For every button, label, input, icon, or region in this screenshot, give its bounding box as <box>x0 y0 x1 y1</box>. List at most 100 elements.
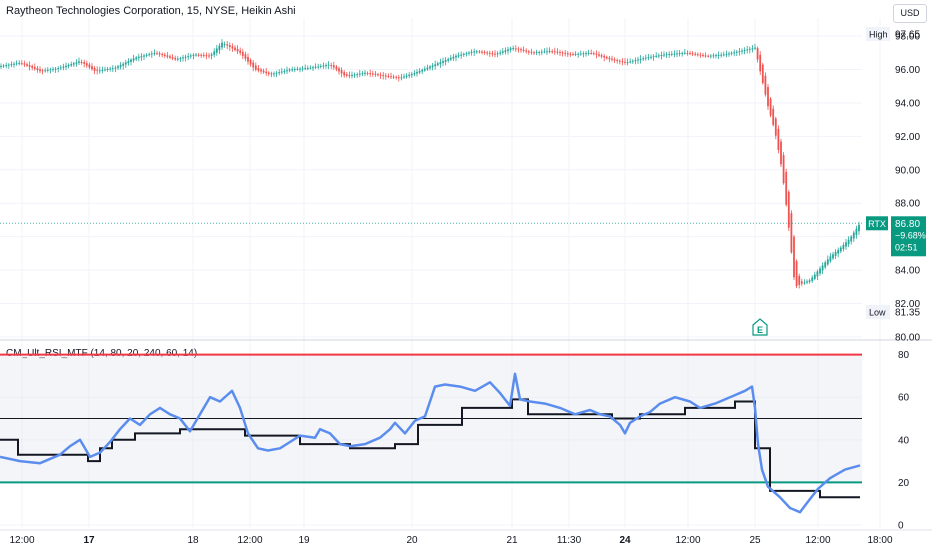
candle-up <box>117 64 119 71</box>
candle-up <box>509 46 512 53</box>
candle-up <box>189 53 192 59</box>
candle-up <box>150 50 153 59</box>
candle-down <box>91 63 93 71</box>
candle-down <box>332 61 335 70</box>
candle-down <box>330 62 333 70</box>
candle-up <box>647 53 650 61</box>
candle-down <box>247 53 249 65</box>
candle-up <box>153 49 156 56</box>
candle-up <box>582 51 585 58</box>
candle-down <box>608 55 611 62</box>
price-tick-label: 92.00 <box>895 132 920 143</box>
candle-up <box>634 57 637 65</box>
candle-down <box>699 52 702 58</box>
candle-up <box>327 61 330 70</box>
candle-up <box>712 53 715 59</box>
candle-down <box>759 51 762 76</box>
candle-up <box>325 63 327 69</box>
candle-up <box>462 52 465 57</box>
candle-down <box>600 53 603 59</box>
candle-down <box>340 67 343 78</box>
candle-up <box>223 41 226 48</box>
candle-up <box>733 49 736 57</box>
candle-down <box>28 61 31 71</box>
price-tick-label: 82.00 <box>895 299 920 310</box>
candle-up <box>496 51 499 58</box>
candle-down <box>260 67 262 75</box>
candle-down <box>161 52 164 58</box>
candle-up <box>221 39 223 50</box>
candle-up <box>319 63 322 69</box>
chart-title: Raytheon Technologies Corporation, 15, N… <box>6 5 296 17</box>
candle-up <box>299 67 301 73</box>
candle-up <box>470 49 473 56</box>
candle-up <box>109 66 112 72</box>
candle-up <box>717 51 720 60</box>
candle-up <box>447 57 450 63</box>
candle-up <box>278 69 281 76</box>
candle-up <box>465 51 468 57</box>
candle-down <box>265 67 268 76</box>
candle-up <box>821 262 824 274</box>
candle-up <box>842 242 845 252</box>
price-tick-label: 96.00 <box>895 65 920 76</box>
candle-down <box>369 69 372 77</box>
candle-down <box>85 60 88 69</box>
currency-button[interactable]: USD <box>893 4 927 23</box>
candle-up <box>535 49 538 56</box>
x-tick-label: 18 <box>187 535 199 546</box>
candle-down <box>267 71 270 77</box>
x-tick-label: 12:00 <box>805 535 830 546</box>
candle-up <box>72 61 75 67</box>
candle-down <box>348 71 351 79</box>
candle-up <box>0 63 2 69</box>
candle-up <box>114 65 117 73</box>
candle-up <box>213 48 216 58</box>
x-tick-label: 18:00 <box>867 535 892 546</box>
candle-down <box>686 50 689 56</box>
x-tick-label: 12:00 <box>9 535 34 546</box>
x-tick-label: 25 <box>749 535 761 546</box>
candle-down <box>20 60 23 66</box>
candle-up <box>585 51 587 57</box>
candle-down <box>252 60 255 72</box>
price-tag-bg <box>891 216 926 257</box>
candle-up <box>738 48 741 56</box>
candle-up <box>847 236 850 248</box>
low-tag-label-bg <box>866 305 890 319</box>
candle-down <box>795 259 798 289</box>
candle-down <box>556 48 559 55</box>
candle-up <box>587 49 590 56</box>
candle-up <box>631 59 634 64</box>
candle-down <box>171 54 174 61</box>
candle-up <box>819 266 821 276</box>
candle-up <box>715 53 717 59</box>
candle-up <box>811 275 814 283</box>
candle-down <box>200 53 203 58</box>
candle-up <box>2 63 5 68</box>
candle-up <box>720 52 723 58</box>
candle-up <box>543 48 546 54</box>
candle-up <box>629 58 632 64</box>
earnings-marker[interactable]: E <box>752 318 768 336</box>
candle-up <box>850 234 853 245</box>
candle-down <box>366 71 369 76</box>
high-tag-label-bg <box>866 27 890 41</box>
candle-up <box>442 57 444 67</box>
candle-down <box>236 45 239 55</box>
last-price-value: 86.80 <box>895 219 920 230</box>
candle-up <box>426 64 429 71</box>
candle-down <box>205 52 208 60</box>
candle-up <box>291 66 294 72</box>
candle-up <box>78 57 80 66</box>
high-tag-value: 97.65 <box>895 30 920 41</box>
x-tick-label: 12:00 <box>237 535 262 546</box>
candle-down <box>83 59 86 68</box>
candle-down <box>158 51 161 57</box>
candle-down <box>392 74 395 80</box>
candle-up <box>504 47 507 55</box>
candle-down <box>231 43 234 52</box>
indicator-title[interactable]: CM_Ult_RSI_MTF (14, 80, 20, 240, 60, 14) <box>6 348 198 359</box>
candle-down <box>624 58 626 65</box>
